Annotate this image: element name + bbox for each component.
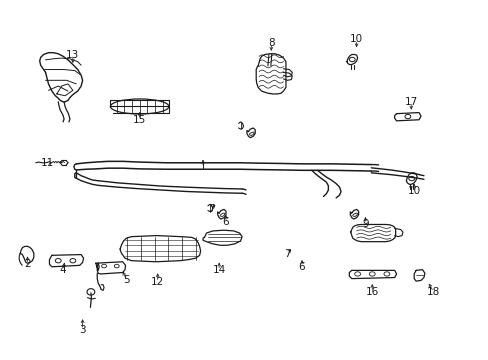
Text: 11: 11: [41, 158, 54, 168]
Text: 10: 10: [407, 186, 420, 197]
Text: 15: 15: [133, 115, 146, 125]
Text: 10: 10: [349, 35, 363, 44]
Text: 7: 7: [207, 204, 214, 214]
Text: 9: 9: [362, 219, 368, 229]
Text: 16: 16: [365, 287, 378, 297]
Text: 12: 12: [151, 277, 164, 287]
Text: 2: 2: [24, 259, 31, 269]
Text: 13: 13: [66, 50, 80, 60]
Text: 3: 3: [79, 325, 86, 335]
Text: 7: 7: [284, 248, 290, 258]
Text: 17: 17: [404, 97, 417, 107]
Text: 14: 14: [212, 265, 225, 275]
Text: 4: 4: [60, 265, 66, 275]
Text: 6: 6: [222, 217, 229, 227]
Text: 18: 18: [426, 287, 439, 297]
Text: 1: 1: [199, 162, 206, 172]
Text: 6: 6: [298, 262, 305, 272]
Text: 5: 5: [123, 275, 129, 285]
Text: 8: 8: [267, 38, 274, 48]
